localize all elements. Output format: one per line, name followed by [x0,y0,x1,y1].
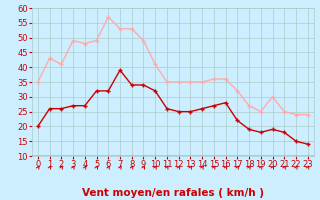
Text: Vent moyen/en rafales ( km/h ): Vent moyen/en rafales ( km/h ) [82,188,264,198]
